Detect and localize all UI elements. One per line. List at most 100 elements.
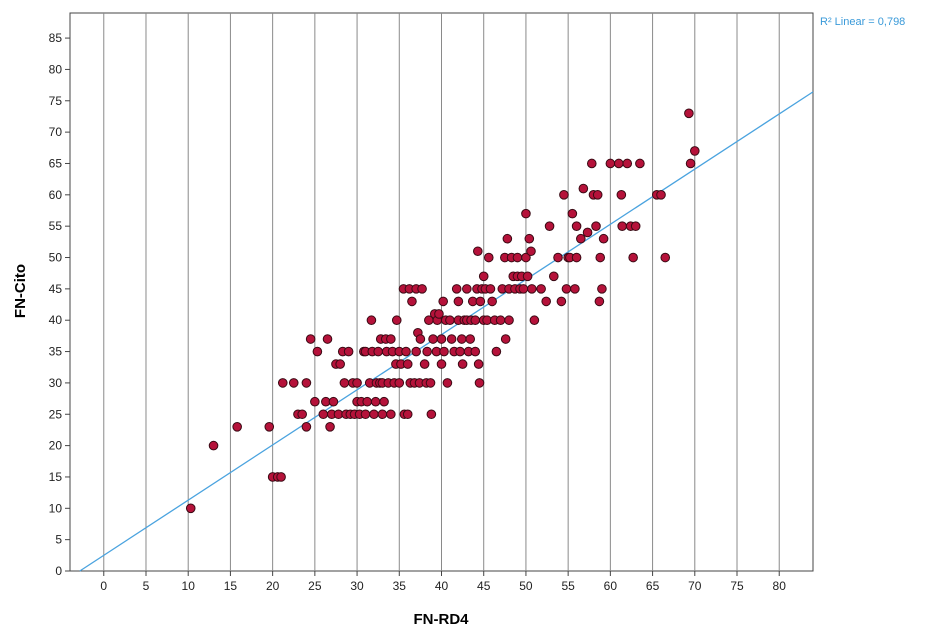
scatter-point <box>453 296 464 307</box>
scatter-point <box>628 252 638 263</box>
scatter-point <box>561 284 572 294</box>
scatter-point <box>360 409 371 420</box>
x-tick-label: 5 <box>143 579 150 593</box>
scatter-point <box>487 296 497 307</box>
scatter-point <box>426 409 437 420</box>
y-axis-title: FN-Cito <box>12 264 29 318</box>
scatter-point <box>457 359 468 369</box>
scatter-point <box>582 227 593 238</box>
scatter-point <box>541 296 551 307</box>
scatter-point <box>451 284 462 294</box>
x-tick-label: 35 <box>393 579 407 593</box>
scatter-point <box>592 190 603 200</box>
y-tick-label: 80 <box>49 62 63 76</box>
x-tick-label: 25 <box>308 579 322 593</box>
y-tick-label: 40 <box>49 313 63 327</box>
scatter-point <box>377 409 388 420</box>
scatter-point <box>386 334 396 344</box>
y-tick-label: 45 <box>49 282 63 296</box>
scatter-point <box>478 271 489 282</box>
scatter-point <box>595 252 606 263</box>
scatter-point <box>571 252 582 263</box>
x-tick-label: 75 <box>730 579 744 593</box>
scatter-point <box>446 334 457 344</box>
scatter-point <box>436 334 447 344</box>
scatter-point <box>415 334 426 344</box>
scatter-point <box>504 315 514 326</box>
scatter-point <box>343 346 354 357</box>
scatter-point <box>548 271 559 282</box>
scatter-point <box>622 158 633 169</box>
x-tick-label: 0 <box>100 579 107 593</box>
scatter-point <box>373 346 383 357</box>
x-tick-label: 10 <box>182 579 196 593</box>
scatter-point <box>438 296 448 307</box>
scatter-point <box>524 233 535 244</box>
scatter-point <box>310 396 320 407</box>
y-tick-label: 30 <box>49 376 63 390</box>
y-tick-label: 20 <box>49 439 63 453</box>
scatter-point <box>474 378 485 388</box>
y-tick-label: 65 <box>49 156 63 170</box>
scatter-point <box>473 246 483 257</box>
y-tick-label: 50 <box>49 251 63 265</box>
scatter-point <box>526 246 536 257</box>
scatter-point <box>500 334 511 344</box>
scatter-point <box>502 233 513 244</box>
x-tick-label: 70 <box>688 579 702 593</box>
y-tick-label: 10 <box>49 501 63 515</box>
scatter-point <box>370 396 381 407</box>
scatter-point <box>594 296 605 307</box>
scatter-point <box>407 296 417 307</box>
scatter-point <box>656 190 666 200</box>
scatter-point <box>536 284 546 294</box>
scatter-point <box>366 315 377 326</box>
x-tick-label: 50 <box>519 579 533 593</box>
scatter-point <box>369 409 379 420</box>
scatter-point <box>442 378 453 388</box>
scatter-point <box>470 346 481 357</box>
scatter-point <box>277 378 288 388</box>
scatter-point <box>352 378 362 388</box>
y-tick-label: 70 <box>49 125 63 139</box>
scatter-point <box>529 315 540 326</box>
scatter-point <box>362 396 373 407</box>
y-tick-label: 5 <box>55 533 62 547</box>
scatter-point <box>462 284 472 294</box>
x-tick-label: 30 <box>350 579 364 593</box>
scatter-point <box>485 284 496 294</box>
scatter-point <box>301 378 312 388</box>
scatter-point <box>339 378 350 388</box>
regression-line <box>79 91 814 572</box>
scatter-point <box>232 421 242 432</box>
y-tick-label: 15 <box>49 470 63 484</box>
scatter-point <box>436 359 447 369</box>
scatter-point <box>586 158 597 169</box>
r2-linear-annotation: R² Linear = 0,798 <box>820 16 905 28</box>
x-tick-label: 45 <box>477 579 491 593</box>
scatter-point <box>553 252 563 263</box>
scatter-point <box>386 409 396 420</box>
scatter-point <box>394 378 405 388</box>
scatter-point <box>401 346 411 357</box>
scatter-point <box>512 252 523 263</box>
scatter-point <box>571 221 582 231</box>
scatter-point <box>318 409 329 420</box>
y-tick-label: 85 <box>49 31 63 45</box>
scatter-point <box>521 252 531 263</box>
scatter-point <box>570 284 580 294</box>
axis-ticks: 0 5 10 15 20 25 30 35 40 45 50 55 60 65 70 75 80 0 5 10 15 20… <box>49 31 787 593</box>
scatter-point <box>630 221 641 231</box>
scatter-point <box>567 208 578 219</box>
scatter-point <box>556 296 567 307</box>
scatter-point <box>417 284 427 294</box>
scatter-point <box>305 334 316 344</box>
scatter-point <box>445 315 455 326</box>
scatter-point <box>576 233 586 244</box>
scatter-point <box>322 334 333 344</box>
scatter-point <box>301 421 312 432</box>
scatter-point <box>455 346 465 357</box>
scatter-point <box>473 359 484 369</box>
scatter-point <box>591 221 601 231</box>
